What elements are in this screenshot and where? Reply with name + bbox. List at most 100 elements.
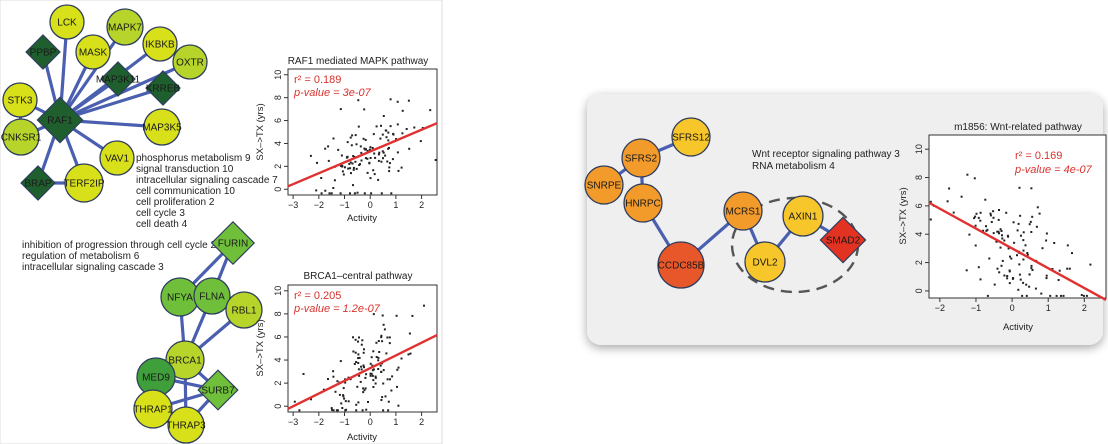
scatter-point [365,373,368,376]
scatter-point [324,189,327,192]
scatter-point [973,177,976,180]
scatter-point [434,159,437,161]
edge [59,60,191,122]
scatter-point [349,378,352,381]
scatter-point [372,368,375,371]
data-points [309,98,437,195]
scatter-point [1003,239,1006,242]
scatter-point [1009,255,1011,258]
scatter-point [343,397,346,400]
x-axis-label: Activity [1003,322,1033,333]
scatter-point [974,244,977,247]
scatter-point [1045,232,1048,235]
node-label: MCRS1 [725,207,760,218]
scatter-point [382,115,385,117]
scatter-point [355,167,358,170]
scatter-point [380,370,383,373]
scatter-point [362,137,365,140]
scatter-point [996,267,999,270]
y-tick-label: 6 [273,334,283,339]
node-label: BRCA1 [168,356,202,367]
scatter-point [975,212,978,215]
scatter-point [368,148,371,151]
node-MAP3K5: MAP3K5 [142,108,182,146]
scatter-point [363,147,366,150]
p-value-label: p-value = 3e-07 [293,87,372,99]
node-label: SFRS12 [672,133,710,144]
x-tick-label: 0 [368,417,373,427]
y-tick-label: 6 [273,118,283,123]
scatter-point [364,387,367,390]
scatter-point [330,192,333,195]
scatter-point [1018,263,1021,266]
y-tick-label: 0 [914,288,924,293]
scatter-point [1005,211,1008,214]
node-label: SURB7 [201,386,235,397]
scatter-point [1062,294,1065,297]
scatter-point [369,374,372,377]
node-PPBP: PPBP [25,34,61,70]
scatter-point [1021,294,1024,297]
scatter-point [293,400,296,403]
r-squared-label: r² = 0.205 [294,290,341,302]
scatter-point [340,154,343,157]
scatter-point [320,192,323,195]
scatter-point [988,257,991,260]
scatter-point [357,99,360,102]
scatter-point [989,212,992,215]
scatter-point [369,372,372,375]
go-term: Wnt receptor signaling pathway 3 [752,149,900,160]
node-RBL1: RBL1 [225,291,263,329]
scatter-point [1008,282,1011,285]
scatter-point [364,376,367,379]
scatter-point [1022,239,1025,242]
p-value-label: p-value = 1.2e-07 [293,303,381,315]
scatter-point [409,352,412,355]
scatter-point [1001,259,1004,262]
scatter-point [352,350,355,353]
x-tick-label: 2 [1082,303,1087,313]
scatter-point [1019,214,1022,217]
go-term: phosphorus metabolism 9 [136,153,251,164]
scatter-point [357,353,360,356]
scatter-point [929,200,932,203]
node-label: THRAP3 [166,421,206,432]
scatter-point [1026,253,1029,256]
scatter-point [337,148,340,151]
node-DVL2: DVL2 [744,241,786,283]
scatter-point [389,162,391,165]
node-label: HNRPC [625,199,661,210]
scatter-point [374,156,377,159]
scatter-point [370,356,373,359]
scatter-point [327,145,330,148]
scatter-point [332,409,335,412]
data-points [293,304,425,412]
scatter-point [995,240,998,243]
scatter-point [359,163,361,166]
scatter-point [382,409,385,412]
scatter-point [973,217,976,220]
scatter-point [344,400,347,403]
node-THRAP1: THRAP1 [133,389,173,429]
scatter-point [400,357,403,360]
scatter-point [375,341,378,344]
scatter-point [371,364,374,367]
scatter-point [386,378,389,381]
scatter-point [354,338,357,341]
node-label: MAP3K11 [96,75,141,86]
y-tick-label: 4 [273,141,283,146]
scatter-point [388,166,391,169]
y-tick-label: 2 [273,164,283,169]
scatter-point [316,161,318,164]
scatter-point [372,386,375,388]
scatter-point [387,139,390,142]
scatter-point [387,131,390,134]
x-tick-label: 0 [368,200,373,210]
scatter-point [985,225,987,228]
y-axis-label: SX–>TX (yrs) [255,319,266,376]
scatter-point [979,219,982,222]
x-ticks: −2 −1 0 1 2 [935,298,1087,313]
scatter-point [1012,221,1015,224]
scatter-point [342,173,345,176]
scatter-point [1028,285,1031,288]
